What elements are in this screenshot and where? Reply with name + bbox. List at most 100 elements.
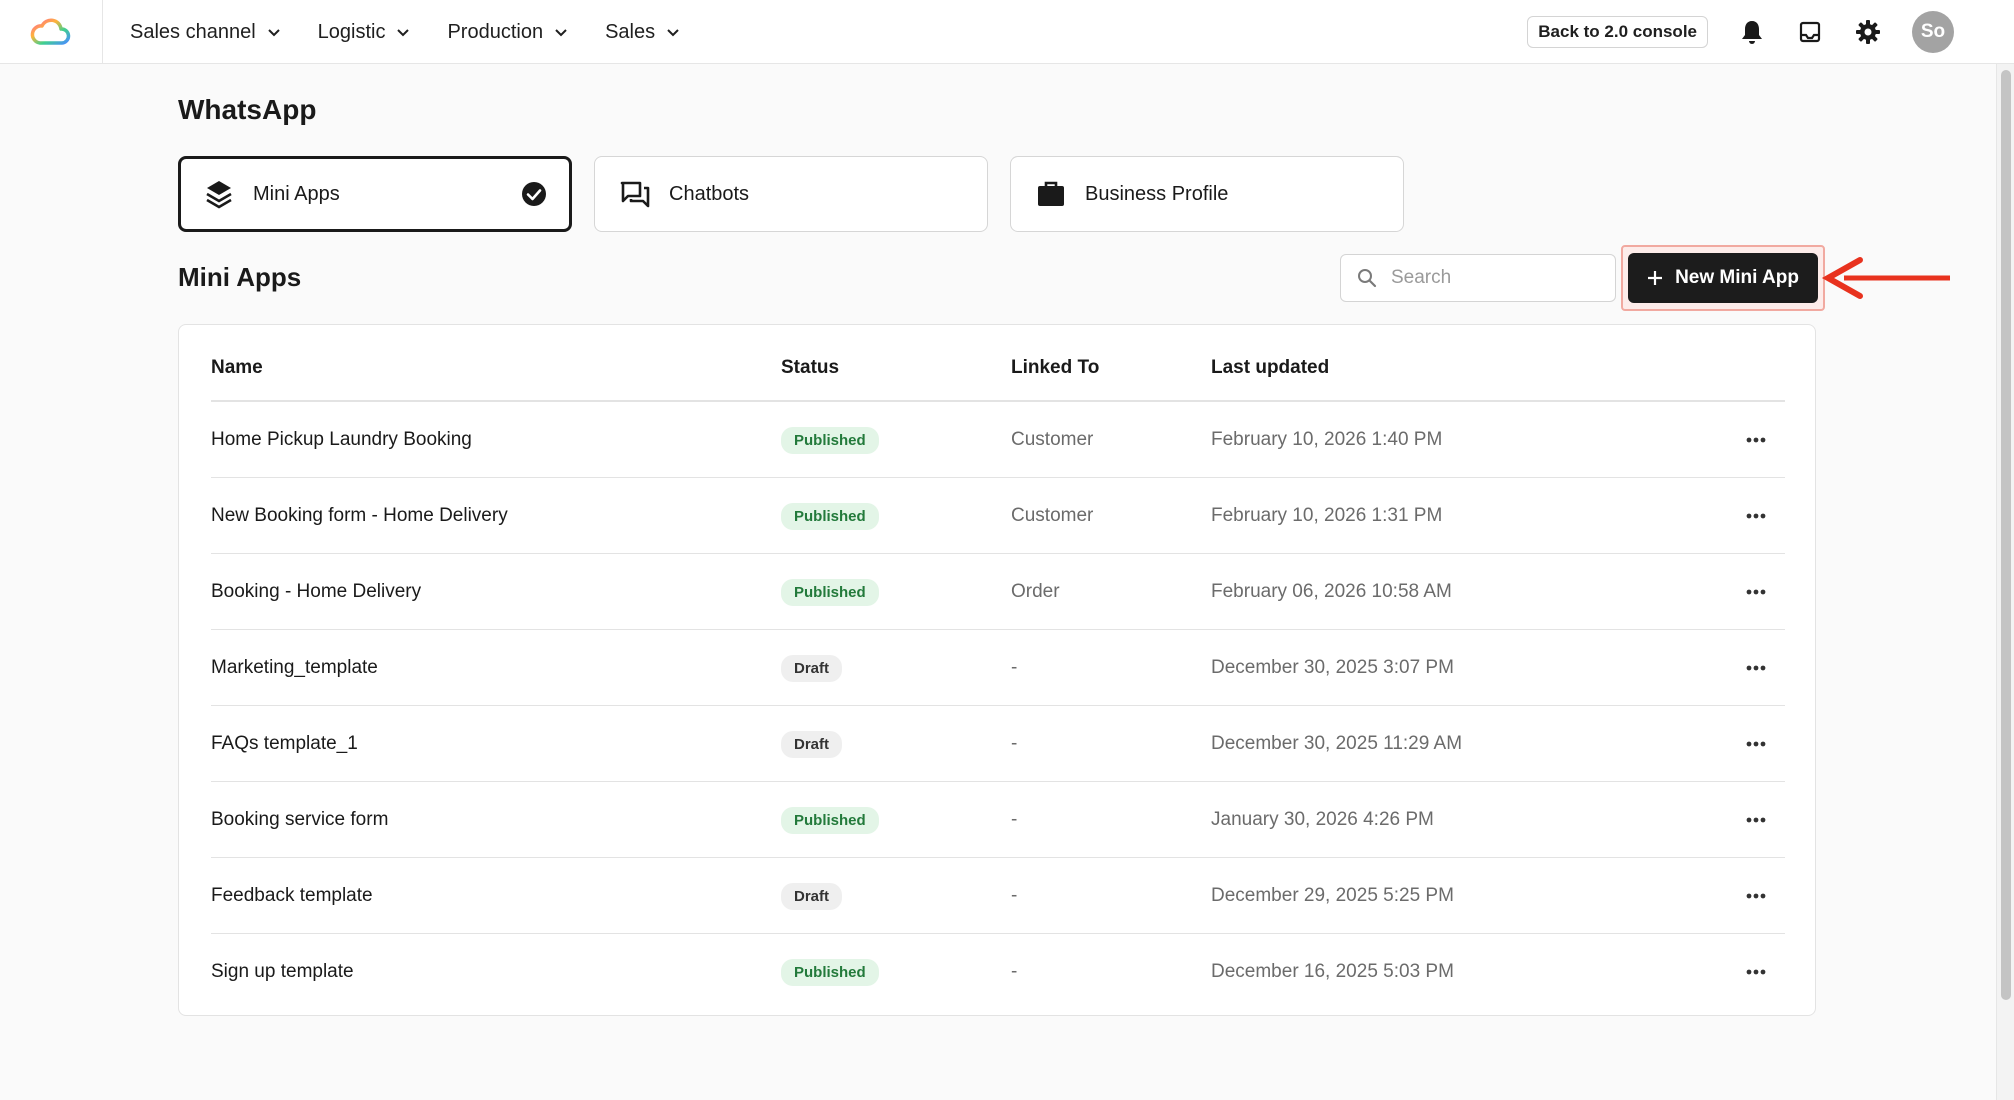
row-linked-to: Order [1011,581,1060,602]
top-right-actions: Back to 2.0 console [1527,0,1954,64]
arrow-left-icon [1821,257,1950,299]
search-field[interactable] [1340,254,1616,302]
more-options-icon[interactable] [1741,402,1771,478]
chevron-down-icon [267,29,280,37]
table-row[interactable]: FAQs template_1 Draft - December 30, 2025 1… [211,706,1785,782]
row-linked-to: - [1011,657,1018,678]
logo[interactable] [0,0,103,64]
more-options-icon[interactable] [1741,554,1771,630]
tab-business-profile[interactable]: Business Profile [1010,156,1404,232]
nav-sales-channel[interactable]: Sales channel [130,21,282,44]
nav-production[interactable]: Production [447,21,569,44]
tab-label: Chatbots [669,182,750,205]
row-last-updated: December 16, 2025 5:03 PM [1211,961,1454,982]
status-badge: Draft [781,730,843,758]
status-badge: Published [781,958,879,986]
row-name[interactable]: Feedback template [211,885,373,906]
more-options-icon[interactable] [1741,858,1771,934]
column-header-name[interactable]: Name [211,357,263,378]
status-badge: Published [781,426,879,454]
chevron-down-icon [667,29,679,37]
briefcase-icon [1035,178,1067,210]
scrollbar-thumb[interactable] [2001,70,2011,1000]
tab-label: Mini Apps [253,182,340,205]
check-circle-icon [522,182,546,206]
more-options-icon[interactable] [1741,706,1771,782]
row-last-updated: February 10, 2026 1:31 PM [1211,505,1443,526]
button-label: New Mini App [1675,267,1799,288]
table-row[interactable]: Home Pickup Laundry Booking Published Cust… [211,402,1785,478]
chevron-down-icon [555,29,567,37]
back-to-console-button[interactable]: Back to 2.0 console [1527,16,1708,48]
header-divider [211,400,1785,402]
status-cell: Published [781,478,879,554]
nav-label: Production [447,20,544,43]
row-linked-to: Customer [1011,505,1094,526]
page-title: WhatsApp [178,94,317,125]
table-row[interactable]: New Booking form - Home Delivery Publishe… [211,478,1785,554]
status-cell: Published [781,402,879,478]
nav-label: Logistic [317,20,386,43]
table-row[interactable]: Marketing_template Draft - December 30, 202… [211,630,1785,706]
row-name[interactable]: Sign up template [211,961,354,982]
row-linked-to: - [1011,733,1018,754]
main-nav: Sales channel Logistic Production Sales [130,0,717,64]
row-last-updated: December 30, 2025 3:07 PM [1211,657,1454,678]
row-linked-to: - [1011,885,1018,906]
table-row[interactable]: Booking service form Published - January 30… [211,782,1785,858]
row-name[interactable]: New Booking form - Home Delivery [211,505,508,526]
nav-label: Sales [605,20,656,43]
chat-bubbles-icon [619,178,651,210]
status-badge: Published [781,502,879,530]
gear-icon[interactable] [1854,18,1882,46]
row-name[interactable]: Booking - Home Delivery [211,581,422,602]
row-last-updated: December 30, 2025 11:29 AM [1211,733,1463,754]
nav-logistic[interactable]: Logistic [318,21,412,44]
row-linked-to: - [1011,809,1018,830]
row-name[interactable]: Booking service form [211,809,389,830]
tab-chatbots[interactable]: Chatbots [594,156,988,232]
row-last-updated: December 29, 2025 5:25 PM [1211,885,1454,906]
row-last-updated: February 06, 2026 10:58 AM [1211,581,1452,602]
nav-sales[interactable]: Sales [605,21,681,44]
search-input[interactable] [1391,267,1591,289]
status-badge: Published [781,806,879,834]
bell-icon[interactable] [1738,18,1766,46]
table-row[interactable]: Sign up template Published - December 16, 2… [211,934,1785,1010]
status-badge: Draft [781,882,843,910]
more-options-icon[interactable] [1741,478,1771,554]
new-mini-app-button[interactable]: New Mini App [1628,253,1818,303]
row-last-updated: January 30, 2026 4:26 PM [1211,809,1434,830]
status-cell: Draft [781,858,843,934]
row-name[interactable]: Marketing_template [211,657,378,678]
row-name[interactable]: Home Pickup Laundry Booking [211,429,472,450]
table-row[interactable]: Booking - Home Delivery Published Order Feb… [211,554,1785,630]
row-last-updated: February 10, 2026 1:40 PM [1211,429,1443,450]
tab-mini-apps[interactable]: Mini Apps [178,156,572,232]
table-row[interactable]: Feedback template Draft - December 29, 2025… [211,858,1785,934]
tab-label: Business Profile [1085,182,1229,205]
status-badge: Published [781,578,879,606]
nav-label: Sales channel [130,20,256,43]
chevron-down-icon [397,29,410,37]
column-header-last-updated[interactable]: Last updated [1211,357,1330,378]
column-header-status[interactable]: Status [781,357,840,378]
more-options-icon[interactable] [1741,934,1771,1010]
more-options-icon[interactable] [1741,782,1771,858]
section-title: Mini Apps [178,262,302,292]
row-name[interactable]: FAQs template_1 [211,733,358,754]
mini-apps-table: Name Status Linked To Last updated Home … [178,324,1816,1016]
page-scrollbar[interactable] [1996,64,2014,1100]
more-options-icon[interactable] [1741,630,1771,706]
avatar[interactable]: So [1912,11,1954,53]
plus-icon [1648,271,1663,285]
status-cell: Published [781,782,879,858]
row-linked-to: Customer [1011,429,1094,450]
column-header-linked-to[interactable]: Linked To [1011,357,1100,378]
row-linked-to: - [1011,961,1018,982]
inbox-icon[interactable] [1796,18,1824,46]
status-cell: Published [781,554,879,630]
layers-icon [203,178,235,210]
status-badge: Draft [781,654,843,682]
